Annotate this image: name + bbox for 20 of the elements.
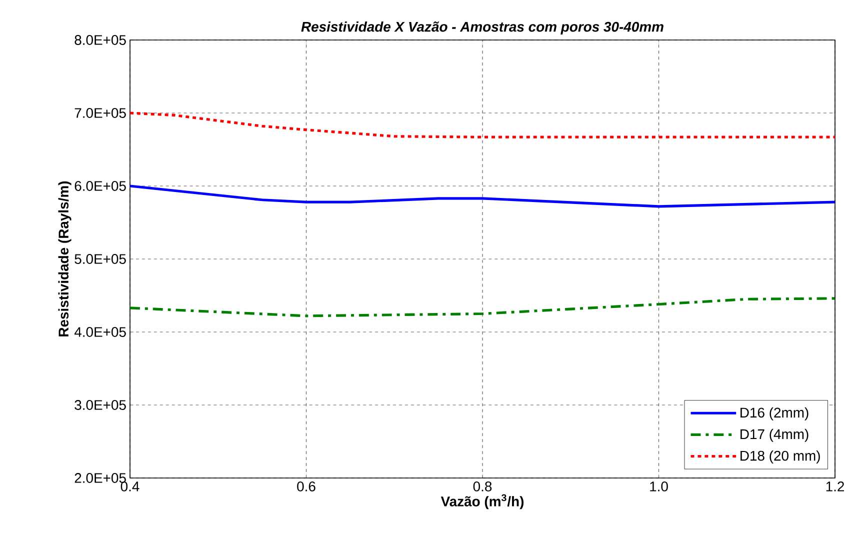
x-tick-label: 1.2 bbox=[826, 482, 844, 492]
y-tick-label: 8.0E+05 bbox=[74, 35, 126, 45]
y-tick-label: 6.0E+05 bbox=[74, 181, 126, 191]
legend-label: D17 (4mm) bbox=[740, 428, 808, 442]
chart-title: Resistividade X Vazão - Amostras com poros 30-40mm bbox=[301, 21, 664, 34]
x-axis-title: Vazão (m$^{3}$/h) bbox=[440, 494, 524, 510]
x-tick-label: 0.4 bbox=[120, 482, 140, 492]
y-tick-label: 2.0E+05 bbox=[74, 473, 126, 483]
legend-label: D18 (20 mm) bbox=[740, 450, 820, 464]
y-tick-label: 4.0E+05 bbox=[74, 327, 126, 337]
y-tick-label: 5.0E+05 bbox=[74, 254, 126, 264]
x-tick-label: 0.8 bbox=[473, 482, 492, 492]
y-tick-label: 3.0E+05 bbox=[74, 400, 126, 410]
line-series bbox=[130, 184, 836, 208]
line-series bbox=[130, 297, 836, 318]
x-tick-label: 1.0 bbox=[650, 482, 668, 492]
y-tick-label: 7.0E+05 bbox=[74, 108, 126, 118]
legend-label: D16 (2mm) bbox=[740, 407, 808, 420]
y-axis-title: Resistividade (Rayls/m) bbox=[58, 181, 72, 336]
x-tick-label: 0.6 bbox=[297, 482, 316, 492]
